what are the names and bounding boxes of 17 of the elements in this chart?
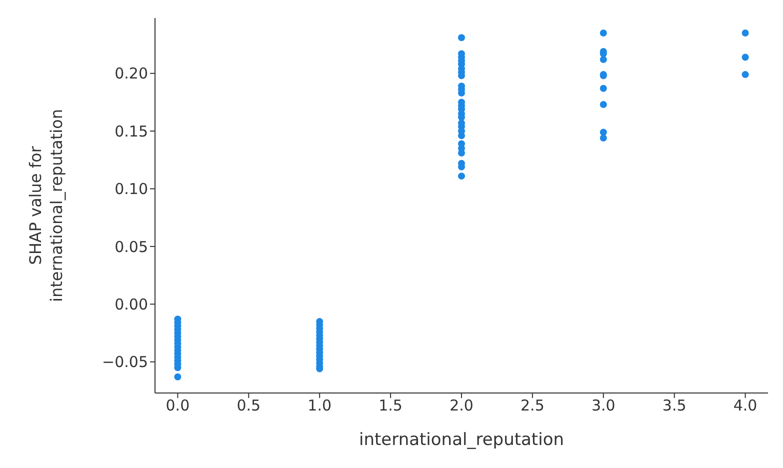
- y-tick-label: 0.20: [114, 64, 148, 83]
- y-tick-label: 0.10: [114, 180, 148, 198]
- x-axis-title: international_reputation: [359, 430, 564, 450]
- x-tick-label: 3.0: [591, 396, 616, 415]
- x-tick-label: 2.5: [520, 396, 544, 415]
- x-tick-label: 0.5: [236, 396, 261, 415]
- y-tick-label: −0.05: [102, 353, 148, 372]
- x-tick-label: 0.0: [166, 396, 190, 415]
- y-tick-label: 0.00: [114, 295, 148, 314]
- x-tick-label: 4.0: [733, 396, 758, 415]
- x-tick-label: 2.0: [450, 396, 474, 415]
- x-tick-label: 3.5: [662, 396, 686, 415]
- x-tick-label: 1.0: [308, 396, 332, 415]
- y-axis-title: SHAP value for international_reputation: [26, 109, 66, 302]
- y-tick-label: 0.15: [114, 122, 148, 140]
- y-tick-label: 0.05: [114, 238, 148, 256]
- x-tick-label: 1.5: [378, 396, 402, 415]
